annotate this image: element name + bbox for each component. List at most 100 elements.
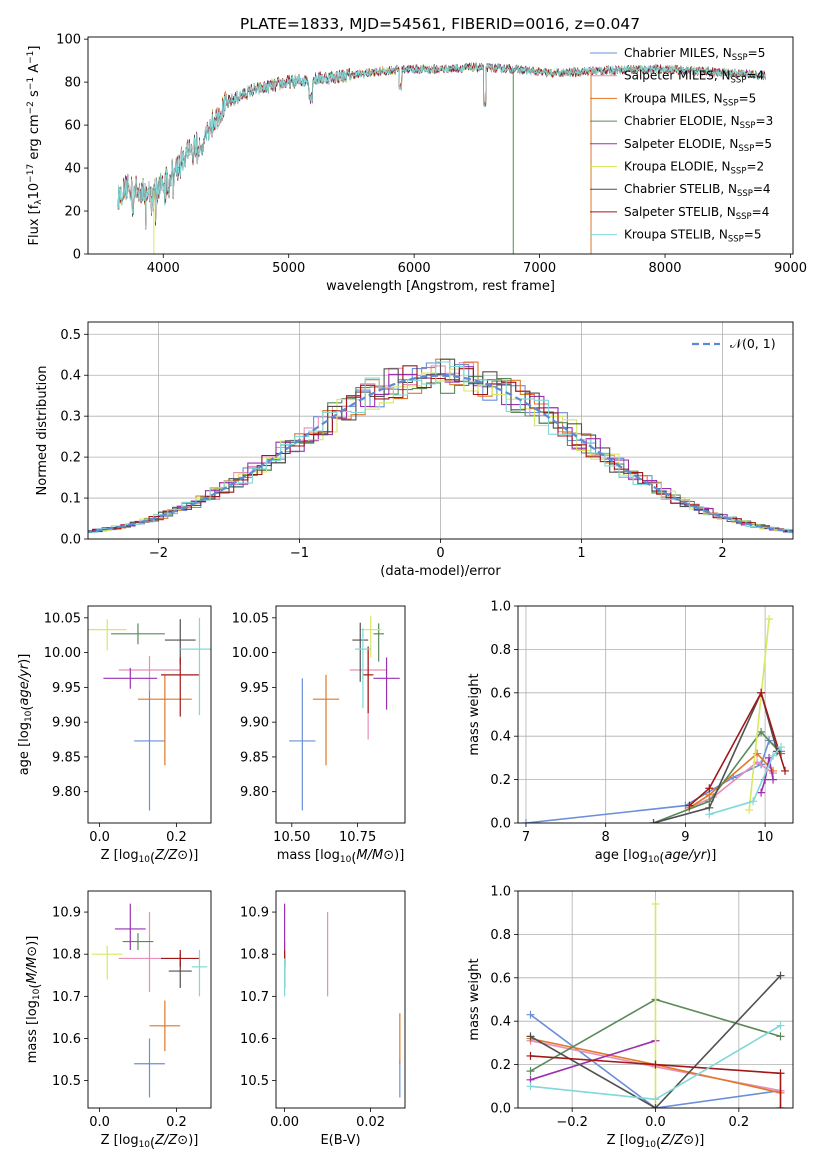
legend-sub: SSP <box>728 235 744 245</box>
x-tick-label: 0.02 <box>356 1115 385 1130</box>
legend-entry: Chabrier STELIB, NSSP=4 <box>624 182 771 199</box>
y-tick-label: 0.0 <box>490 817 511 832</box>
series-line <box>748 618 770 811</box>
axes-frame <box>275 605 406 824</box>
x-axis-label: wavelength [Angstrom, rest frame] <box>326 279 555 294</box>
y-tick-label: 0 <box>73 248 81 263</box>
y-tick-label: 0.4 <box>60 369 81 384</box>
label-part: 10 <box>27 183 42 200</box>
legend-sub: SSP <box>738 144 754 154</box>
label-part: ( <box>659 851 664 866</box>
x-axis-label: Z [log10(Z/Z⊙)] <box>101 1133 199 1151</box>
y-tick-label: 9.90 <box>240 716 269 731</box>
y-tick-label: 40 <box>64 162 81 177</box>
plot-layer: 4000 5000 6000 7000 8000 9000020406080100Chab… <box>17 33 807 1151</box>
y-tick-label: 0.0 <box>60 533 81 548</box>
series-line <box>530 1055 782 1108</box>
plot-area-mass_weight_vs_Z <box>526 900 785 1108</box>
x-tick-label: 6000 <box>398 261 431 276</box>
legend-n: =5 <box>754 137 772 151</box>
y-tick-label: 9.90 <box>52 716 81 731</box>
axes-mass_vs_ebv: 0.00 0.02 10.5 10.6 10.7 10.8 10.9 E(B-V) <box>240 890 406 1148</box>
label-part: −1 <box>26 51 36 64</box>
legend-entry: Salpeter MILES, NSSP=4 <box>624 69 764 86</box>
series-marker <box>776 1021 785 1030</box>
y-tick-label: 60 <box>64 119 81 134</box>
y-axis-label: mass [log10(M/M⊙)] <box>25 936 43 1064</box>
x-tick-label: −0.2 <box>556 1115 588 1130</box>
label-part: age [log <box>17 722 32 775</box>
label-part: )] <box>188 1133 198 1148</box>
label-part: M/M⊙ <box>25 946 40 984</box>
y-tick-label: 10.05 <box>44 611 81 626</box>
y-tick-label: 10.5 <box>240 1074 269 1089</box>
y-tick-label: 9.85 <box>240 750 269 765</box>
axes-frame <box>87 605 212 824</box>
axes-frame <box>87 321 794 540</box>
label-part: ( <box>351 851 356 866</box>
y-tick-label: 1.0 <box>490 600 511 615</box>
legend-entry: Kroupa ELODIE, NSSP=2 <box>624 160 764 177</box>
label-part: 10 <box>645 1140 657 1150</box>
label-part: ( <box>20 706 35 711</box>
legend-entry: Kroupa STELIB, NSSP=5 <box>624 228 762 245</box>
series-marker <box>745 805 754 814</box>
label-part: 10 <box>32 988 42 1000</box>
series-marker <box>769 775 778 784</box>
axes-age_vs_mass: 10.50 10.75 9.80 9.85 9.90 9.95 10.00 10.05 mass… <box>232 605 406 866</box>
series-marker <box>776 1104 785 1108</box>
x-tick-label: 0.2 <box>728 1115 749 1130</box>
x-tick-label: 10.50 <box>273 830 310 845</box>
y-tick-label: 20 <box>64 205 81 220</box>
y-tick-label: 10.00 <box>232 646 269 661</box>
series-marker <box>757 727 766 736</box>
y-tick-label: 9.80 <box>240 785 269 800</box>
y-tick-label: 0.3 <box>60 410 81 425</box>
label-part: ( <box>656 1136 661 1151</box>
axes-spectrum: 4000 5000 6000 7000 8000 9000 0 20 40 60 80 100 Chab… <box>26 33 807 294</box>
gaussian-curve <box>88 374 793 533</box>
series-marker <box>776 1069 785 1078</box>
series-line <box>688 690 786 807</box>
y-tick-label: 0.0 <box>490 1102 511 1117</box>
x-tick-label: 4000 <box>147 261 180 276</box>
label-part: age/yr <box>17 662 32 705</box>
label-part: )] <box>706 848 716 863</box>
x-tick-label: 8 <box>602 830 610 845</box>
series-marker <box>769 766 778 775</box>
legend-entry: Salpeter ELODIE, NSSP=5 <box>624 137 772 154</box>
label-part: mass [log <box>25 1000 40 1063</box>
series-marker <box>769 751 778 760</box>
legend-n: =4 <box>753 182 771 196</box>
series-marker <box>651 1095 660 1104</box>
label-part: mass [log <box>277 848 340 863</box>
x-axis-label: age [log10(age/yr)] <box>595 848 717 866</box>
label-part: 10 <box>139 1140 151 1150</box>
y-tick-label: 0.2 <box>490 773 511 788</box>
legend-entry: Salpeter STELIB, NSSP=4 <box>624 205 769 222</box>
x-tick-label: 7000 <box>523 261 556 276</box>
label-part: ( <box>150 1136 155 1151</box>
legend-entry: Kroupa MILES, NSSP=5 <box>624 91 756 108</box>
y-tick-label: 9.80 <box>52 785 81 800</box>
x-axis-label: Z [log10(Z/Z⊙)] <box>607 1133 705 1151</box>
y-tick-label: 10.8 <box>52 948 81 963</box>
legend-sub: SSP <box>736 212 752 222</box>
label-part: ] <box>27 46 42 51</box>
y-tick-label: 10.8 <box>240 948 269 963</box>
series-marker <box>526 1082 535 1091</box>
label-part: −17 <box>26 164 36 183</box>
x-tick-label: 2 <box>718 546 726 561</box>
histogram-series <box>88 365 793 533</box>
label-part: λ <box>34 199 44 205</box>
axes-frame <box>275 890 406 1109</box>
y-tick-label: 9.95 <box>240 681 269 696</box>
label-part: age [log <box>595 848 648 863</box>
series-line <box>760 757 774 793</box>
series-line <box>525 739 782 823</box>
label-part: ( <box>150 851 155 866</box>
y-axis-label: mass weight <box>467 673 482 755</box>
legend-label: Salpeter ELODIE, N <box>624 137 738 151</box>
label-part: 10 <box>139 855 151 865</box>
legend-label: Salpeter STELIB, N <box>624 205 736 219</box>
